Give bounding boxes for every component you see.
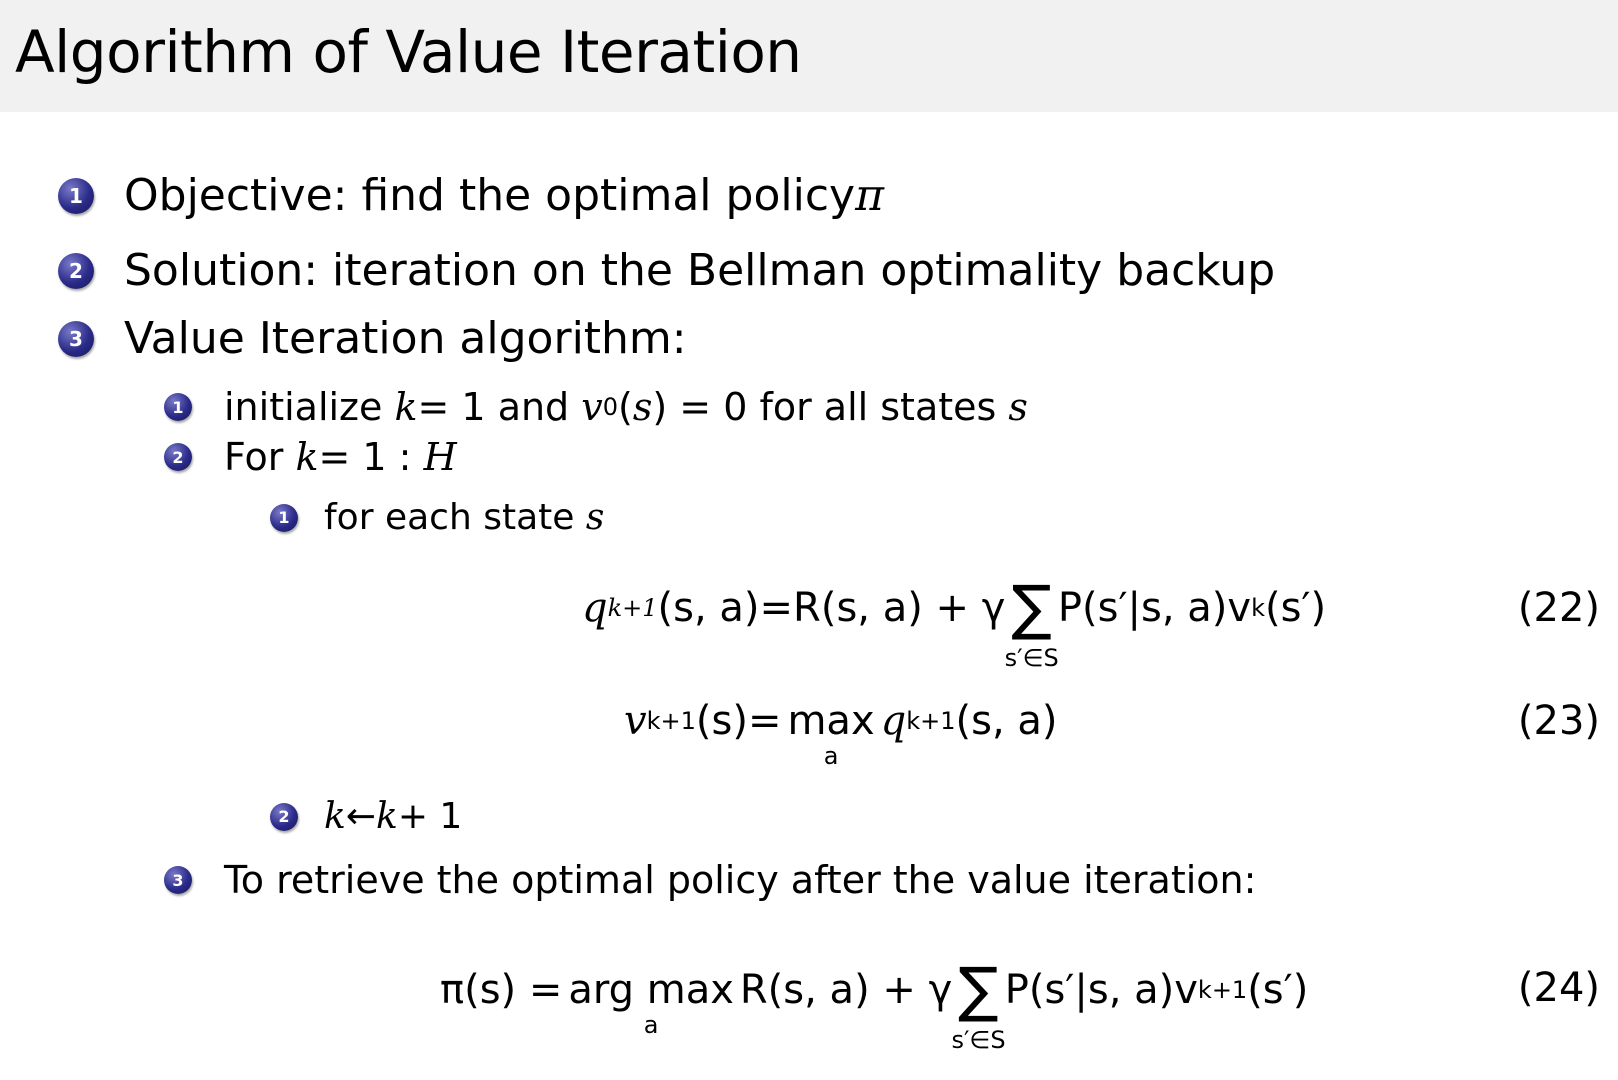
list-item-objective: 1 Objective: find the optimal policy π — [58, 170, 884, 221]
slide-title: Algorithm of Value Iteration — [15, 18, 802, 86]
equation-24: π(s) = arg max a R(s, a) + γ ∑ s′∈S P(s′|s… — [440, 955, 1309, 1054]
summation-symbol: ∑ s′∈S — [951, 955, 1006, 1054]
equation-number-22: (22) — [1517, 585, 1600, 631]
list-item-solution: 2 Solution: iteration on the Bellman opt… — [58, 245, 1275, 296]
bullet-number-icon: 1 — [58, 177, 94, 214]
equation-23: v k+1 (s) = max a q k+1 (s, a) — [624, 698, 1058, 770]
bullet-number-icon: 1 — [270, 503, 298, 532]
sub-item-initialize: 1 initialize k = 1 and v 0(s) = 0 for all… — [164, 385, 1028, 429]
summation-symbol: ∑ s′∈S — [1004, 573, 1059, 672]
bullet-number-icon: 2 — [164, 443, 192, 471]
equation-22: q k+1 (s, a) = R(s, a) + γ ∑ s′∈S P(s′|s, a)… — [582, 573, 1327, 672]
subsub-item-increment: 2 k ← k + 1 — [270, 796, 462, 837]
subsub-item-each-state: 1 for each state s — [270, 497, 604, 538]
bullet-number-icon: 2 — [270, 802, 298, 831]
bullet-number-icon: 1 — [164, 393, 192, 421]
bullet-number-icon: 3 — [164, 866, 192, 894]
equation-number-24: (24) — [1517, 965, 1600, 1011]
sub-item-for-loop: 2 For k = 1 : H — [164, 435, 457, 479]
equation-number-23: (23) — [1517, 698, 1600, 744]
list-item-algorithm: 3 Value Iteration algorithm: — [58, 313, 687, 364]
slide-header: Algorithm of Value Iteration — [0, 0, 1618, 112]
bullet-number-icon: 3 — [58, 320, 94, 357]
sub-item-retrieve-policy: 3 To retrieve the optimal policy after t… — [164, 858, 1256, 902]
bullet-number-icon: 2 — [58, 252, 94, 289]
